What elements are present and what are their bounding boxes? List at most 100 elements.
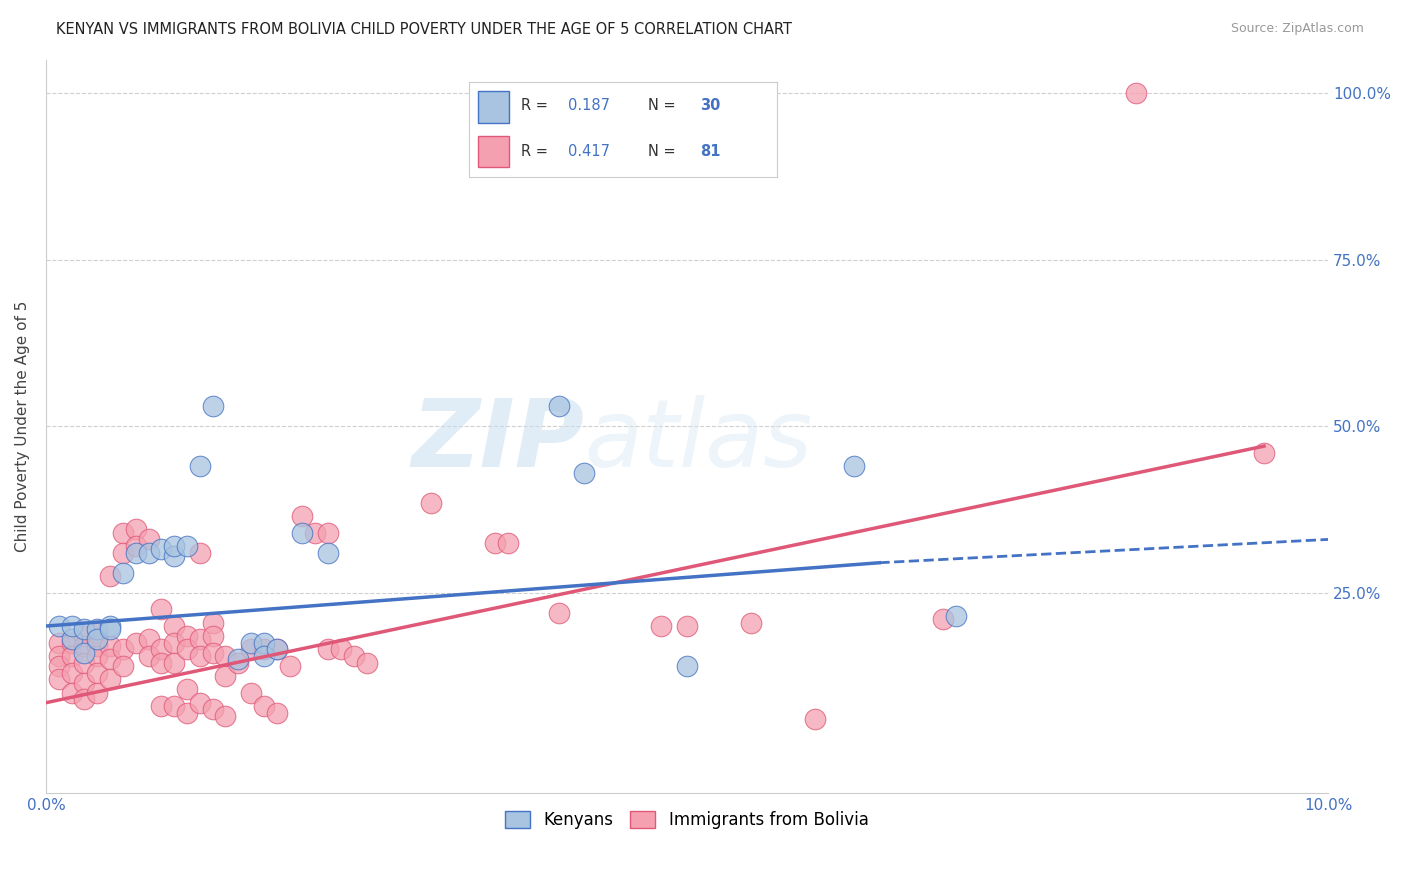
Point [329,642,352,657]
Point [86,632,108,647]
Point [419,496,441,510]
Point [253,636,276,650]
Point [188,459,211,474]
Point [125,539,148,553]
Point [60,619,83,633]
Text: Source: ZipAtlas.com: Source: ZipAtlas.com [1230,22,1364,36]
Point [226,656,249,670]
Point [574,466,596,480]
Point [60,648,83,663]
Point [150,542,173,557]
Point [740,615,762,630]
Point [98,569,121,583]
Point [356,656,378,670]
Point [226,652,249,666]
Point [163,619,186,633]
Point [842,459,865,474]
Point [86,648,108,663]
Point [111,525,134,540]
Text: ZIP: ZIP [412,395,585,487]
Point [111,546,134,560]
Text: atlas: atlas [585,395,813,486]
Point [201,615,224,630]
Point [150,656,173,670]
Point [201,646,224,660]
Point [73,692,96,706]
Point [188,696,211,710]
Point [48,673,70,687]
Point [316,546,339,560]
Point [291,525,314,540]
Point [650,619,672,633]
Point [804,712,827,726]
Point [291,509,314,524]
Point [240,636,263,650]
Point [253,642,276,657]
Point [176,642,198,657]
Point [111,642,134,657]
Point [125,523,148,537]
Point [163,539,186,553]
Point [676,659,699,673]
Y-axis label: Child Poverty Under the Age of 5: Child Poverty Under the Age of 5 [15,301,30,552]
Point [316,525,339,540]
Point [176,629,198,643]
Point [176,539,198,553]
Point [86,665,108,680]
Point [60,636,83,650]
Point [676,619,699,633]
Point [163,699,186,714]
Point [176,706,198,720]
Point [125,546,148,560]
Point [266,706,288,720]
Point [73,656,96,670]
Point [73,675,96,690]
Point [48,659,70,673]
Point [278,659,301,673]
Point [932,612,955,626]
Point [266,642,288,657]
Point [214,709,236,723]
Point [60,665,83,680]
Point [138,648,160,663]
Point [138,546,160,560]
Point [86,623,108,637]
Point [214,648,236,663]
Point [163,656,186,670]
Point [201,702,224,716]
Point [150,602,173,616]
Point [98,623,121,637]
Point [73,646,96,660]
Point [73,629,96,643]
Point [138,533,160,547]
Point [176,682,198,697]
Point [240,642,263,657]
Point [60,686,83,700]
Point [60,632,83,647]
Point [86,639,108,653]
Point [188,632,211,647]
Point [253,699,276,714]
Point [98,619,121,633]
Point [343,648,366,663]
Point [86,625,108,640]
Point [111,659,134,673]
Point [547,606,569,620]
Point [316,642,339,657]
Point [188,648,211,663]
Point [240,686,263,700]
Point [547,399,569,413]
Point [1125,86,1147,100]
Point [98,639,121,653]
Point [138,632,160,647]
Text: KENYAN VS IMMIGRANTS FROM BOLIVIA CHILD POVERTY UNDER THE AGE OF 5 CORRELATION C: KENYAN VS IMMIGRANTS FROM BOLIVIA CHILD … [56,22,792,37]
Point [98,652,121,666]
Point [48,636,70,650]
Legend: Kenyans, Immigrants from Bolivia: Kenyans, Immigrants from Bolivia [499,804,876,836]
Point [86,686,108,700]
Point [163,549,186,563]
Point [201,399,224,413]
Point [201,629,224,643]
Point [496,535,519,549]
Point [98,673,121,687]
